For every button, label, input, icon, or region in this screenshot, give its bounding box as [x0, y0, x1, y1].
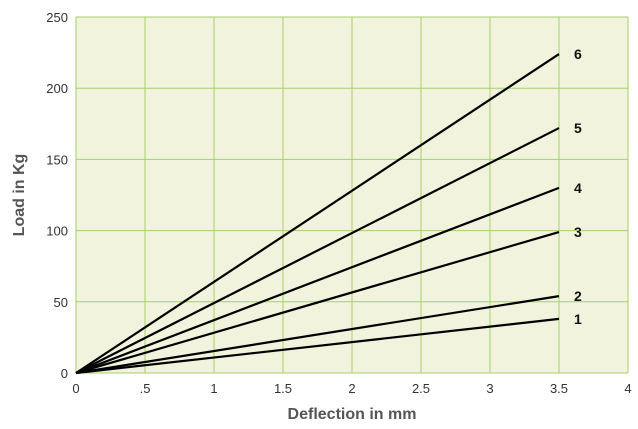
series-label-4: 4 — [574, 180, 582, 196]
grid — [75, 16, 629, 374]
x-tick-label: 4 — [624, 381, 631, 396]
series-labels: 1 2 3 4 5 6 — [574, 46, 582, 327]
series-lines — [75, 53, 560, 375]
series-label-2: 2 — [574, 288, 582, 304]
series-line-2 — [75, 295, 560, 375]
y-tick-label: 50 — [54, 295, 68, 310]
x-axis-ticks: 0 .5 1 1.5 2 2.5 3 3.5 4 — [72, 381, 631, 396]
x-tick-label: 1.5 — [274, 381, 292, 396]
y-tick-label: 250 — [46, 10, 68, 25]
series-line-6 — [75, 53, 560, 374]
y-tick-label: 150 — [46, 152, 68, 167]
series-label-6: 6 — [574, 46, 582, 62]
series-label-1: 1 — [574, 311, 582, 327]
x-tick-label: .5 — [140, 381, 151, 396]
series-line-4 — [75, 186, 560, 375]
x-tick-label: 3.5 — [550, 381, 568, 396]
x-tick-label: 0 — [72, 381, 79, 396]
y-tick-label: 200 — [46, 81, 68, 96]
x-axis-title: Deflection in mm — [288, 406, 417, 423]
series-label-5: 5 — [574, 120, 582, 136]
x-tick-label: 3 — [486, 381, 493, 396]
series-line-3 — [75, 230, 560, 375]
series-line-5 — [75, 127, 560, 374]
series-line-1 — [75, 317, 560, 375]
series-label-3: 3 — [574, 224, 582, 240]
y-axis-title: Load in Kg — [11, 154, 28, 237]
y-tick-label: 100 — [46, 224, 68, 239]
y-tick-label: 0 — [61, 366, 68, 381]
y-axis-ticks: 0 50 100 150 200 250 — [46, 10, 68, 381]
x-tick-label: 2.5 — [412, 381, 430, 396]
x-tick-label: 1 — [210, 381, 217, 396]
x-tick-label: 2 — [348, 381, 355, 396]
